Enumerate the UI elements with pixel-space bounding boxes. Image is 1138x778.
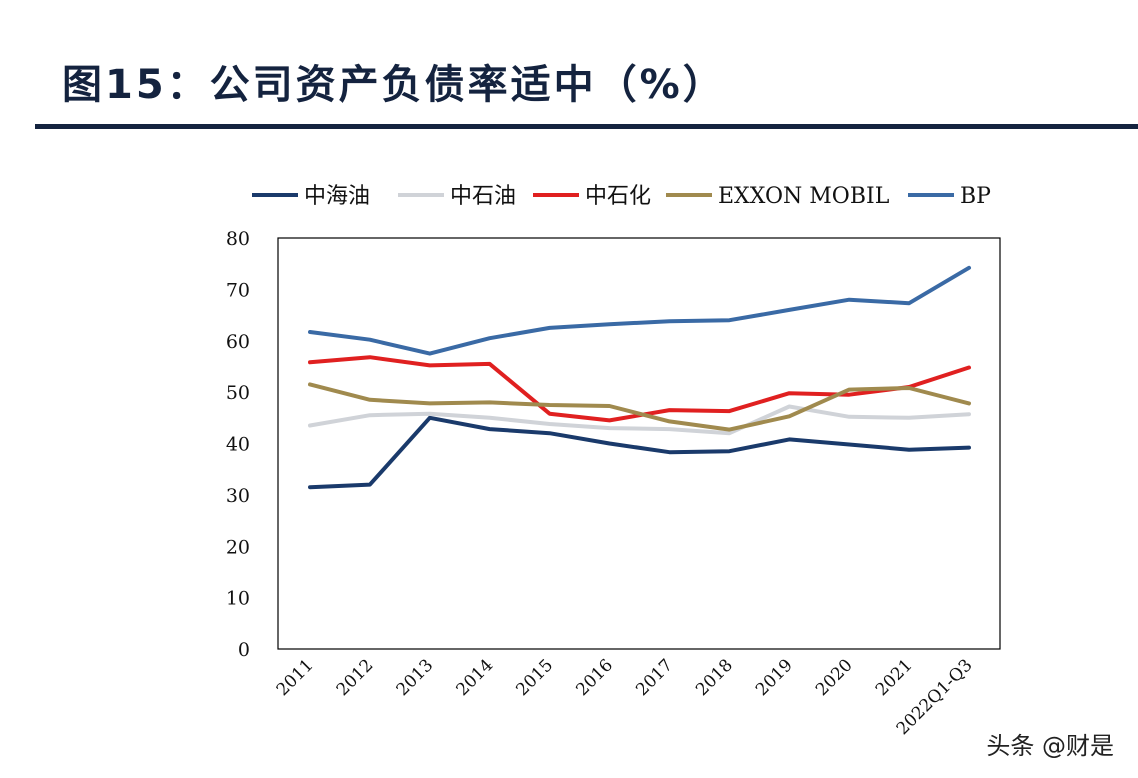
legend-label: 中石化 xyxy=(585,184,651,209)
figure-title: 图15：公司资产负债率适中（%） xyxy=(62,62,726,108)
y-axis: 0 10 20 30 40 50 60 70 80 xyxy=(226,228,250,661)
x-tick-label: 2020 xyxy=(812,655,857,700)
x-axis: 2011 2012 2013 2014 2015 2016 2017 2018 2019 2020… xyxy=(273,655,977,739)
x-tick-label: 2016 xyxy=(572,655,617,700)
y-tick-label: 60 xyxy=(226,331,250,353)
x-tick-label: 2021 xyxy=(872,655,917,700)
x-tick-label: 2019 xyxy=(752,655,797,700)
x-tick-label: 2013 xyxy=(393,655,438,700)
y-tick-label: 20 xyxy=(226,536,250,558)
legend-label: 中海油 xyxy=(304,184,370,209)
watermark: 头条 @财是 xyxy=(986,732,1114,760)
x-tick-label: 2017 xyxy=(632,655,677,700)
series-line-4 xyxy=(308,265,971,356)
y-tick-label: 30 xyxy=(226,485,250,507)
legend-item: 中海油 xyxy=(252,184,370,209)
y-tick-label: 10 xyxy=(226,588,250,610)
legend-item: BP xyxy=(908,184,991,209)
legend-item: EXXON MOBIL xyxy=(666,184,890,209)
series-lines xyxy=(308,265,971,490)
y-tick-label: 50 xyxy=(226,382,250,404)
legend-item: 中石化 xyxy=(533,184,651,209)
y-tick-label: 0 xyxy=(238,639,250,661)
legend-label: BP xyxy=(960,184,991,209)
series-line-3 xyxy=(308,382,971,432)
legend: 中海油 中石油 中石化 EXXON MOBIL BP xyxy=(252,184,991,209)
y-tick-label: 40 xyxy=(226,434,250,456)
x-tick-label: 2014 xyxy=(453,655,498,700)
x-tick-label: 2011 xyxy=(273,655,318,700)
y-tick-label: 70 xyxy=(226,279,250,301)
series-line-1 xyxy=(308,404,971,436)
x-tick-label: 2018 xyxy=(692,655,737,700)
legend-label: 中石油 xyxy=(450,184,516,209)
legend-label: EXXON MOBIL xyxy=(718,184,890,209)
x-tick-label: 2015 xyxy=(512,655,557,700)
x-tick-label: 2012 xyxy=(333,655,378,700)
y-tick-label: 80 xyxy=(226,228,250,250)
title-underline xyxy=(35,124,1138,129)
series-line-0 xyxy=(308,415,971,490)
legend-item: 中石油 xyxy=(398,184,516,209)
plot-frame xyxy=(277,237,1001,650)
